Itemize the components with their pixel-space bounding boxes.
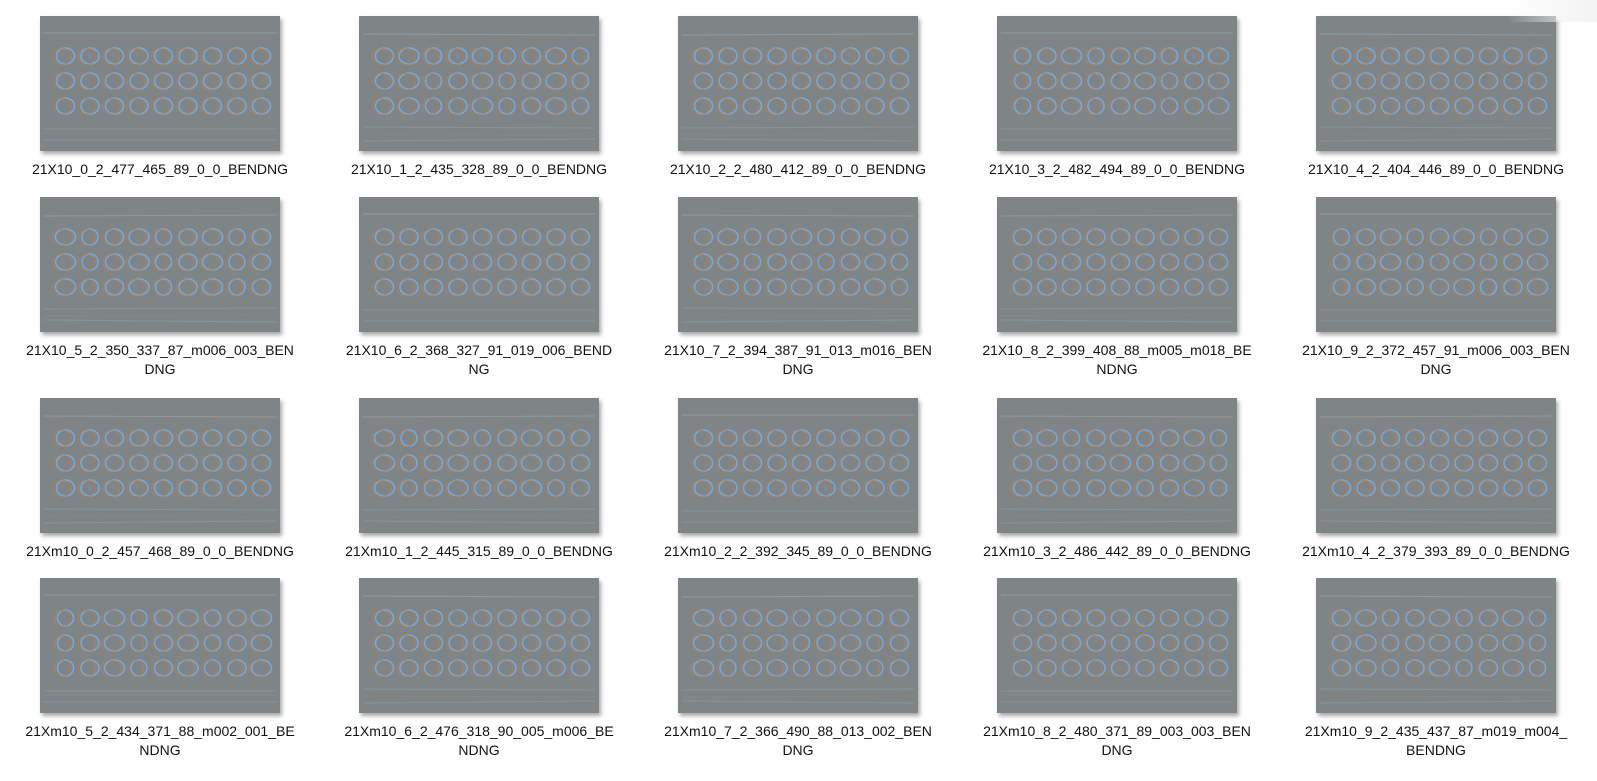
file-item[interactable]: 21X10_6_2_368_327_91_019_006_BENDNG xyxy=(319,197,619,377)
file-thumbnail[interactable] xyxy=(997,16,1237,151)
file-name-label: 21X10_3_2_482_494_89_0_0_BENDNG xyxy=(988,161,1246,177)
image-thumbnail-icon xyxy=(1316,398,1556,533)
file-thumbnail[interactable] xyxy=(678,398,918,533)
file-name-label: 21X10_4_2_404_446_89_0_0_BENDNG xyxy=(1307,161,1565,177)
image-thumbnail-icon xyxy=(40,197,280,332)
file-item[interactable]: 21Xm10_7_2_366_490_88_013_002_BENDNG xyxy=(638,578,938,758)
image-thumbnail-icon xyxy=(40,398,280,533)
image-thumbnail-icon xyxy=(997,197,1237,332)
file-thumbnail[interactable] xyxy=(40,16,280,151)
image-thumbnail-icon xyxy=(997,16,1237,151)
file-thumbnail[interactable] xyxy=(1316,16,1556,151)
file-thumbnail[interactable] xyxy=(40,578,280,713)
file-name-label: 21X10_5_2_350_337_87_m006_003_BENDNG xyxy=(26,342,294,377)
file-item[interactable]: 21X10_9_2_372_457_91_m006_003_BENDNG xyxy=(1276,197,1576,377)
image-thumbnail-icon xyxy=(359,398,599,533)
file-item[interactable]: 21Xm10_4_2_379_393_89_0_0_BENDNG xyxy=(1276,398,1576,573)
file-item[interactable]: 21X10_2_2_480_412_89_0_0_BENDNG xyxy=(638,16,938,191)
file-item[interactable]: 21Xm10_0_2_457_468_89_0_0_BENDNG xyxy=(0,398,300,573)
file-name-label: 21Xm10_0_2_457_468_89_0_0_BENDNG xyxy=(26,543,294,559)
file-item[interactable]: 21X10_0_2_477_465_89_0_0_BENDNG xyxy=(0,16,300,191)
image-thumbnail-icon xyxy=(678,197,918,332)
file-item[interactable]: 21X10_8_2_399_408_88_m005_m018_BENDNG xyxy=(957,197,1257,377)
file-item[interactable]: 21Xm10_9_2_435_437_87_m019_m004_BENDNG xyxy=(1276,578,1576,758)
file-thumbnail[interactable] xyxy=(359,16,599,151)
file-thumbnail[interactable] xyxy=(678,16,918,151)
file-name-label: 21Xm10_7_2_366_490_88_013_002_BENDNG xyxy=(664,723,932,758)
image-thumbnail-icon xyxy=(678,16,918,151)
file-name-label: 21X10_1_2_435_328_89_0_0_BENDNG xyxy=(350,161,608,177)
file-thumbnail[interactable] xyxy=(40,197,280,332)
file-name-label: 21Xm10_9_2_435_437_87_m019_m004_BENDNG xyxy=(1304,723,1568,758)
image-thumbnail-icon xyxy=(678,578,918,713)
file-thumbnail[interactable] xyxy=(1316,578,1556,713)
file-item[interactable]: 21Xm10_8_2_480_371_89_003_003_BENDNG xyxy=(957,578,1257,758)
file-name-label: 21X10_6_2_368_327_91_019_006_BENDNG xyxy=(345,342,613,377)
file-name-label: 21Xm10_5_2_434_371_88_m002_001_BENDNG xyxy=(25,723,295,758)
file-item[interactable]: 21Xm10_6_2_476_318_90_005_m006_BENDNG xyxy=(319,578,619,758)
image-thumbnail-icon xyxy=(997,578,1237,713)
file-thumbnail[interactable] xyxy=(359,197,599,332)
file-name-label: 21Xm10_8_2_480_371_89_003_003_BENDNG xyxy=(983,723,1251,758)
file-name-label: 21Xm10_6_2_476_318_90_005_m006_BENDNG xyxy=(344,723,614,758)
image-thumbnail-icon xyxy=(1316,197,1556,332)
file-name-label: 21Xm10_1_2_445_315_89_0_0_BENDNG xyxy=(345,543,613,559)
file-item[interactable]: 21Xm10_2_2_392_345_89_0_0_BENDNG xyxy=(638,398,938,573)
image-thumbnail-icon xyxy=(997,398,1237,533)
image-thumbnail-icon xyxy=(359,16,599,151)
file-name-label: 21X10_9_2_372_457_91_m006_003_BENDNG xyxy=(1302,342,1570,377)
file-item[interactable]: 21X10_7_2_394_387_91_013_m016_BENDNG xyxy=(638,197,938,377)
scroll-area-fade xyxy=(1507,0,1597,22)
file-name-label: 21Xm10_2_2_392_345_89_0_0_BENDNG xyxy=(664,543,932,559)
file-item[interactable]: 21Xm10_5_2_434_371_88_m002_001_BENDNG xyxy=(0,578,300,758)
file-thumbnail[interactable] xyxy=(997,197,1237,332)
file-item[interactable]: 21X10_5_2_350_337_87_m006_003_BENDNG xyxy=(0,197,300,377)
file-thumbnail[interactable] xyxy=(359,578,599,713)
file-name-label: 21X10_7_2_394_387_91_013_m016_BENDNG xyxy=(664,342,932,377)
image-thumbnail-icon xyxy=(40,578,280,713)
image-thumbnail-icon xyxy=(1316,578,1556,713)
file-item[interactable]: 21X10_3_2_482_494_89_0_0_BENDNG xyxy=(957,16,1257,191)
image-thumbnail-icon xyxy=(678,398,918,533)
file-item[interactable]: 21X10_1_2_435_328_89_0_0_BENDNG xyxy=(319,16,619,191)
file-item[interactable]: 21Xm10_1_2_445_315_89_0_0_BENDNG xyxy=(319,398,619,573)
file-item[interactable]: 21X10_4_2_404_446_89_0_0_BENDNG xyxy=(1276,16,1576,191)
file-thumbnail[interactable] xyxy=(997,398,1237,533)
file-name-label: 21Xm10_3_2_486_442_89_0_0_BENDNG xyxy=(983,543,1251,559)
file-thumbnail[interactable] xyxy=(1316,197,1556,332)
file-thumbnail[interactable] xyxy=(678,197,918,332)
file-thumbnail[interactable] xyxy=(678,578,918,713)
image-thumbnail-icon xyxy=(359,197,599,332)
file-name-label: 21X10_2_2_480_412_89_0_0_BENDNG xyxy=(669,161,927,177)
file-thumbnail[interactable] xyxy=(1316,398,1556,533)
file-thumbnail[interactable] xyxy=(997,578,1237,713)
file-item[interactable]: 21Xm10_3_2_486_442_89_0_0_BENDNG xyxy=(957,398,1257,573)
file-name-label: 21X10_0_2_477_465_89_0_0_BENDNG xyxy=(31,161,289,177)
image-thumbnail-icon xyxy=(40,16,280,151)
file-thumbnail[interactable] xyxy=(359,398,599,533)
image-thumbnail-icon xyxy=(359,578,599,713)
file-name-label: 21X10_8_2_399_408_88_m005_m018_BENDNG xyxy=(982,342,1252,377)
file-thumbnail[interactable] xyxy=(40,398,280,533)
file-name-label: 21Xm10_4_2_379_393_89_0_0_BENDNG xyxy=(1302,543,1570,559)
image-thumbnail-icon xyxy=(1316,16,1556,151)
